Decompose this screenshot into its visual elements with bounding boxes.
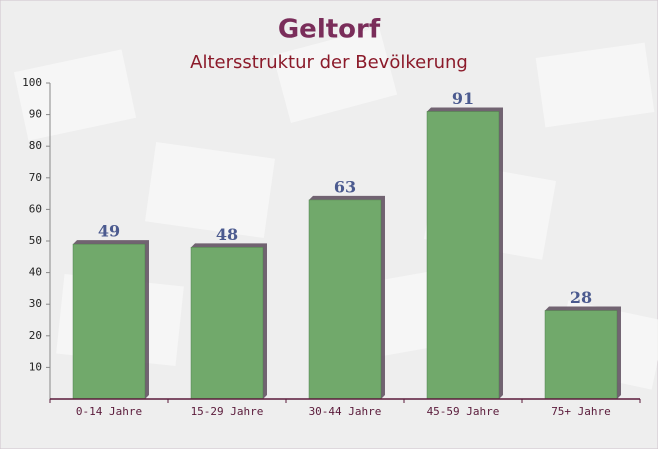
bar — [544, 310, 618, 400]
y-tick-label: 70 — [29, 171, 42, 184]
value-label: 63 — [334, 177, 356, 196]
bar — [72, 243, 146, 400]
chart-title: Geltorf — [278, 15, 381, 45]
chart-subtitle: Altersstruktur der Bevölkerung — [190, 52, 468, 73]
y-tick-label: 40 — [29, 266, 42, 279]
y-tick-label: 50 — [29, 234, 42, 247]
x-tick-label: 75+ Jahre — [551, 405, 611, 418]
x-tick-label: 30-44 Jahre — [309, 405, 382, 418]
bar — [190, 247, 264, 400]
x-tick-label: 45-59 Jahre — [427, 405, 500, 418]
x-tick-label: 15-29 Jahre — [191, 405, 264, 418]
bar — [308, 199, 382, 400]
y-tick-label: 100 — [22, 76, 42, 89]
y-tick-label: 20 — [29, 329, 42, 342]
y-tick-label: 30 — [29, 297, 42, 310]
value-label: 49 — [98, 222, 120, 241]
y-tick-label: 60 — [29, 202, 42, 215]
y-tick-label: 90 — [29, 108, 42, 121]
y-tick-label: 80 — [29, 139, 42, 152]
value-label: 91 — [452, 89, 474, 108]
y-tick-label: 10 — [29, 360, 42, 373]
bar — [426, 111, 500, 400]
x-tick-label: 0-14 Jahre — [76, 405, 142, 418]
value-label: 28 — [570, 288, 592, 307]
value-label: 48 — [216, 225, 238, 244]
